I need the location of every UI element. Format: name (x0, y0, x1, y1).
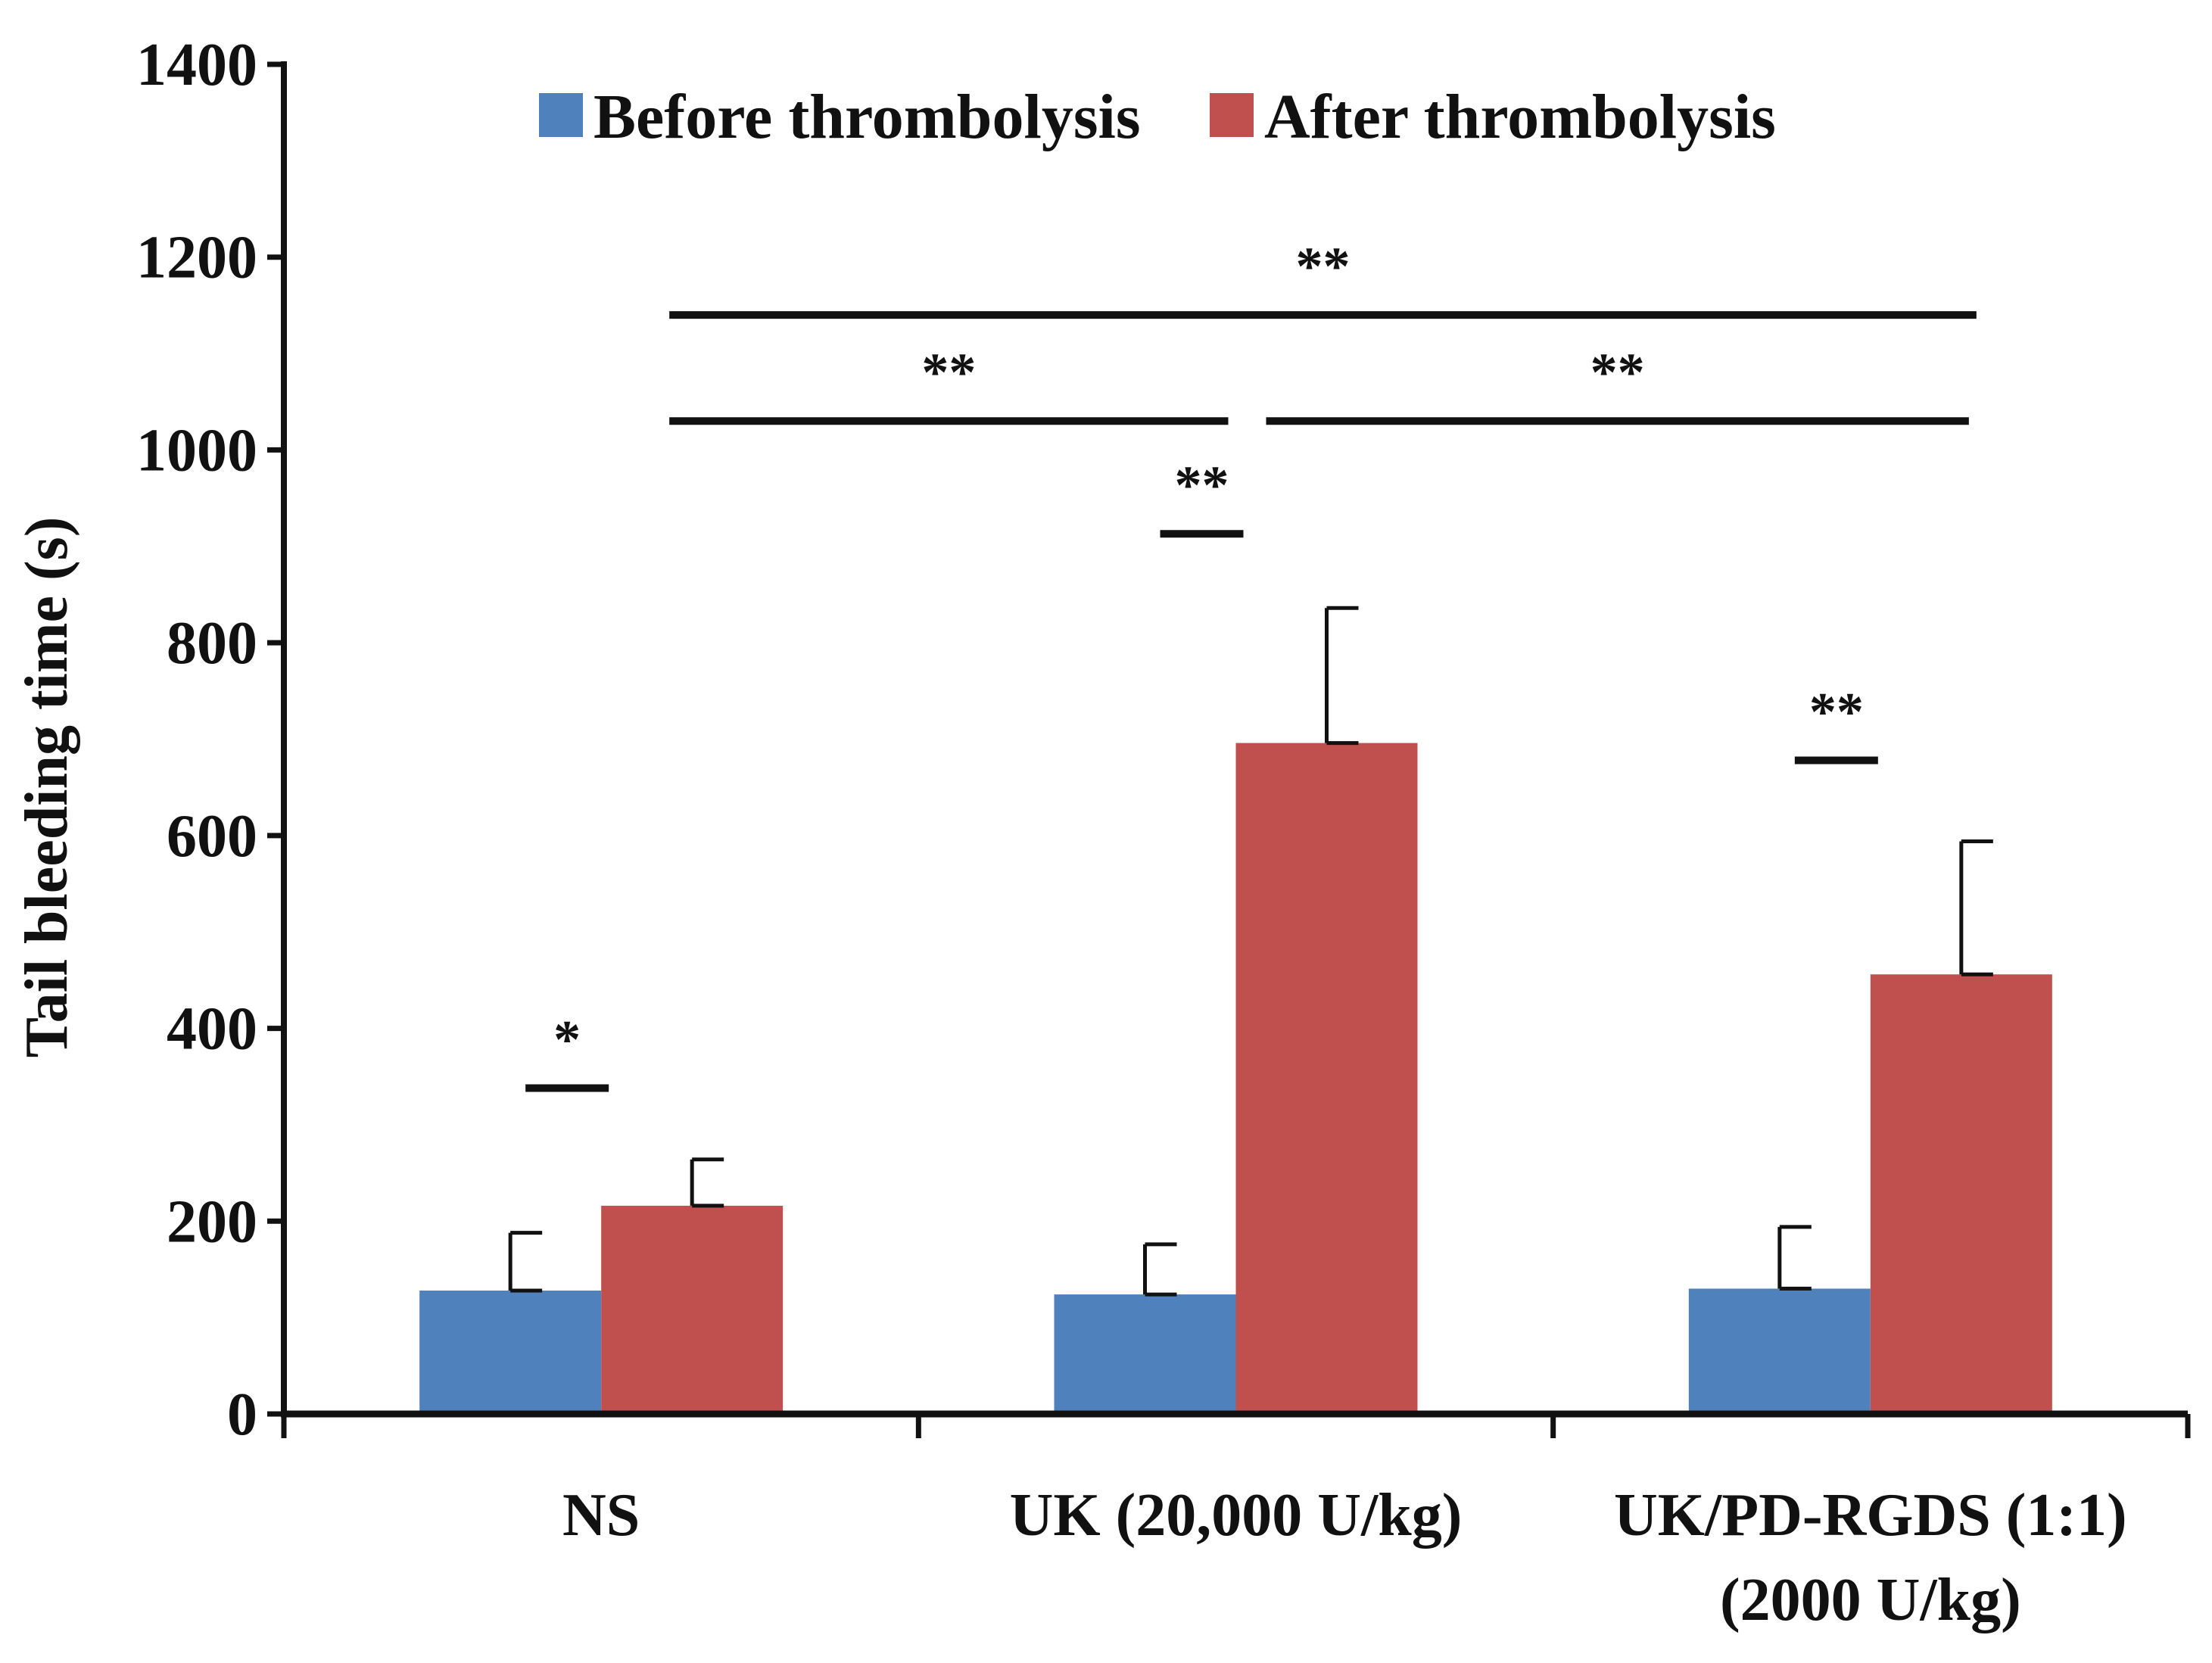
category-label-0-0: NS (562, 1482, 640, 1549)
y-tick-label-400: 400 (167, 996, 257, 1063)
y-tick-label-1000: 1000 (136, 417, 257, 484)
axes: 0 200 400 600 800 1000 1200 1400 NS UK (20,000 U/… (136, 32, 2191, 1633)
y-tick-label-0: 0 (227, 1381, 257, 1448)
significance-label-4: ** (1590, 342, 1645, 403)
y-tick-label-200: 200 (167, 1188, 257, 1255)
legend-label-before: Before thrombolysis (594, 82, 1141, 152)
legend-swatch-after (1210, 93, 1254, 137)
bar-after-2 (1870, 974, 2052, 1414)
error-bars (508, 606, 1993, 1297)
bar-after-0 (601, 1205, 784, 1414)
legend-label-after: After thrombolysis (1264, 82, 1776, 152)
category-label-1-0: UK (20,000 U/kg) (1010, 1482, 1463, 1549)
bar-before-1 (1054, 1294, 1236, 1414)
bar-before-2 (1688, 1288, 1871, 1414)
y-tick-label-1400: 1400 (136, 32, 257, 98)
legend: Before thrombolysis After thrombolysis (539, 82, 1776, 152)
y-tick-label-600: 600 (167, 803, 257, 870)
significance-label-5: ** (1296, 236, 1351, 297)
significance-label-1: ** (1175, 455, 1229, 515)
category-label-2-0: UK/PD-RGDS (1:1) (1614, 1482, 2127, 1549)
significance-brackets: ******* **** (525, 236, 1977, 1092)
legend-swatch-before (539, 93, 583, 137)
significance-label-2: ** (1809, 682, 1864, 743)
bar-after-1 (1235, 743, 1418, 1414)
bars (419, 743, 2052, 1414)
category-label-2-1: (2000 U/kg) (1720, 1567, 2021, 1633)
significance-label-0: * (553, 1010, 581, 1070)
y-tick-label-800: 800 (167, 610, 257, 677)
significance-label-3: ** (921, 342, 976, 403)
y-axis-label: Tail bleeding time (s) (14, 517, 80, 1058)
bar-before-0 (419, 1290, 602, 1414)
y-tick-label-1200: 1200 (136, 225, 257, 291)
